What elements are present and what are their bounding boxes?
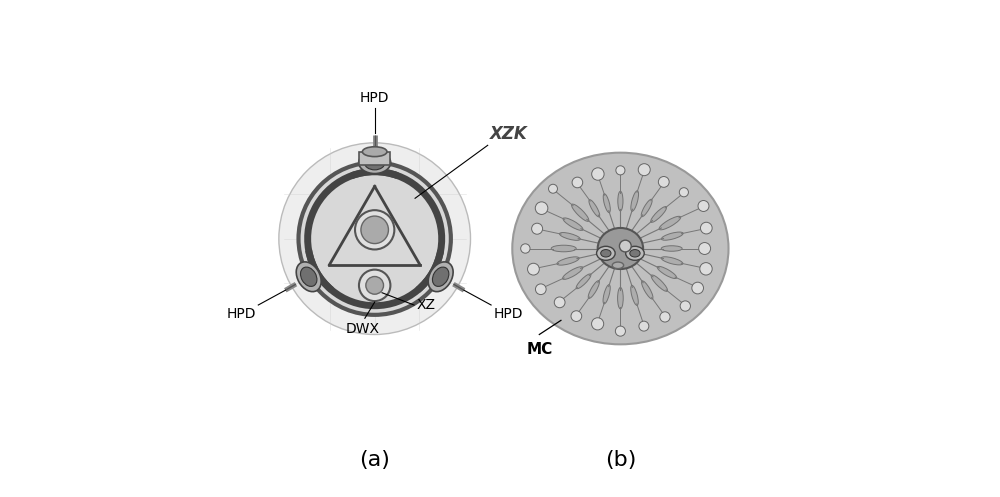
Ellipse shape — [588, 281, 599, 299]
Circle shape — [660, 312, 670, 322]
Ellipse shape — [364, 155, 385, 170]
Ellipse shape — [601, 249, 611, 257]
Circle shape — [359, 270, 390, 301]
Ellipse shape — [661, 257, 683, 265]
Ellipse shape — [630, 249, 640, 257]
Ellipse shape — [362, 147, 387, 157]
Ellipse shape — [563, 218, 583, 231]
Ellipse shape — [597, 247, 615, 260]
Ellipse shape — [657, 266, 677, 278]
Circle shape — [616, 166, 625, 175]
Ellipse shape — [589, 200, 600, 217]
Circle shape — [299, 163, 451, 315]
Circle shape — [679, 188, 688, 197]
Ellipse shape — [572, 204, 589, 221]
Text: (a): (a) — [359, 450, 390, 470]
Ellipse shape — [559, 233, 580, 241]
Circle shape — [700, 262, 712, 275]
Text: (b): (b) — [605, 450, 636, 470]
Ellipse shape — [618, 191, 623, 211]
Ellipse shape — [612, 262, 624, 268]
Circle shape — [592, 318, 604, 330]
Ellipse shape — [641, 199, 652, 217]
Circle shape — [535, 284, 546, 295]
Text: MC: MC — [527, 342, 553, 357]
Ellipse shape — [432, 267, 449, 286]
Ellipse shape — [651, 207, 667, 222]
Text: HPD: HPD — [360, 90, 389, 104]
Ellipse shape — [631, 285, 638, 306]
Polygon shape — [359, 152, 390, 166]
Ellipse shape — [642, 281, 653, 299]
Circle shape — [554, 297, 565, 308]
Ellipse shape — [359, 152, 391, 173]
Circle shape — [279, 143, 471, 334]
Circle shape — [532, 223, 543, 234]
Ellipse shape — [631, 191, 639, 211]
Circle shape — [700, 222, 712, 234]
Circle shape — [355, 210, 394, 249]
Circle shape — [619, 240, 631, 252]
Ellipse shape — [651, 275, 668, 291]
Circle shape — [638, 164, 650, 175]
Circle shape — [549, 184, 557, 193]
Circle shape — [698, 200, 709, 211]
Ellipse shape — [301, 267, 317, 286]
Text: HPD: HPD — [494, 308, 523, 322]
Ellipse shape — [557, 257, 579, 265]
Circle shape — [535, 202, 548, 214]
Circle shape — [592, 168, 604, 180]
Circle shape — [571, 311, 582, 322]
Text: XZ: XZ — [416, 298, 435, 312]
Ellipse shape — [661, 246, 682, 251]
Text: HPD: HPD — [226, 308, 256, 322]
Ellipse shape — [661, 232, 683, 240]
Circle shape — [692, 282, 703, 294]
Ellipse shape — [598, 228, 643, 269]
Ellipse shape — [603, 285, 610, 304]
Circle shape — [521, 244, 530, 253]
Ellipse shape — [618, 287, 623, 309]
Circle shape — [528, 263, 539, 275]
Ellipse shape — [512, 153, 729, 344]
Ellipse shape — [603, 194, 610, 213]
Text: DWX: DWX — [345, 322, 379, 336]
Circle shape — [639, 321, 649, 331]
Circle shape — [615, 326, 625, 336]
Ellipse shape — [428, 262, 453, 292]
Circle shape — [366, 276, 384, 294]
Circle shape — [680, 301, 690, 311]
Circle shape — [699, 243, 711, 254]
Circle shape — [658, 176, 669, 187]
Text: XZK: XZK — [490, 125, 528, 143]
Ellipse shape — [626, 247, 644, 260]
Ellipse shape — [576, 274, 591, 289]
Ellipse shape — [563, 267, 583, 279]
Circle shape — [361, 216, 388, 244]
Ellipse shape — [659, 216, 681, 230]
Ellipse shape — [296, 262, 321, 292]
Circle shape — [572, 177, 583, 188]
Ellipse shape — [551, 245, 576, 252]
